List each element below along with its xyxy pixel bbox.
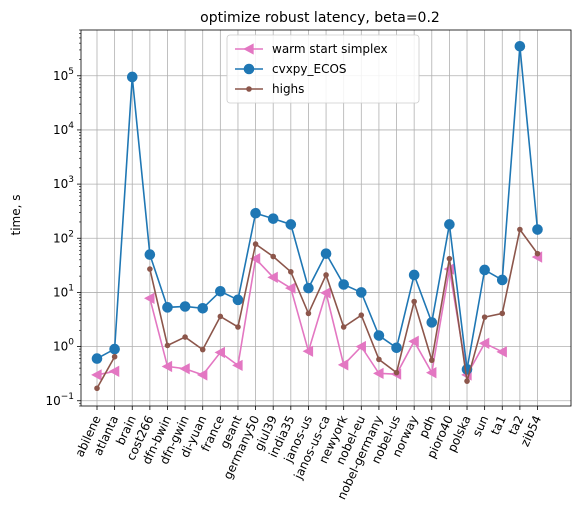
data-point bbox=[444, 219, 455, 230]
data-point bbox=[408, 335, 419, 348]
data-point bbox=[232, 294, 244, 306]
data-point bbox=[252, 241, 259, 247]
data-point bbox=[250, 207, 261, 219]
data-point bbox=[161, 360, 173, 373]
data-point bbox=[340, 324, 347, 330]
data-point bbox=[393, 369, 400, 376]
data-point bbox=[411, 298, 417, 305]
data-point bbox=[232, 359, 243, 372]
data-point bbox=[320, 248, 332, 259]
data-point bbox=[373, 330, 385, 341]
data-point bbox=[94, 385, 100, 392]
data-point bbox=[303, 282, 314, 294]
data-point bbox=[305, 310, 312, 317]
data-point bbox=[426, 317, 438, 328]
data-point bbox=[517, 226, 523, 233]
data-point bbox=[499, 310, 506, 317]
data-point bbox=[217, 313, 224, 320]
y-axis-label: time, s bbox=[9, 195, 23, 236]
x-tick-label: sun bbox=[470, 413, 492, 438]
data-point bbox=[182, 334, 188, 340]
data-point bbox=[373, 367, 384, 380]
data-point bbox=[320, 287, 331, 299]
data-point bbox=[235, 324, 241, 330]
data-point bbox=[179, 363, 190, 375]
y-tick-label: 10−1 bbox=[45, 392, 74, 408]
data-point bbox=[197, 302, 209, 314]
legend-label: warm start simplex bbox=[272, 42, 388, 56]
data-point bbox=[108, 365, 120, 377]
legend-marker bbox=[246, 86, 252, 92]
data-point bbox=[496, 274, 508, 286]
data-point bbox=[425, 366, 437, 379]
data-point bbox=[111, 353, 118, 360]
data-point bbox=[478, 337, 490, 349]
legend-label: cvxpy_ECOS bbox=[272, 62, 347, 76]
data-point bbox=[338, 279, 349, 290]
data-point bbox=[144, 292, 155, 304]
data-point bbox=[391, 342, 402, 354]
series-highs bbox=[94, 226, 541, 392]
series-layer bbox=[91, 41, 543, 392]
data-point bbox=[179, 301, 191, 312]
data-point bbox=[408, 269, 420, 281]
data-point bbox=[164, 342, 171, 349]
data-point bbox=[196, 369, 208, 381]
data-point bbox=[199, 346, 206, 353]
data-point bbox=[323, 272, 329, 278]
data-point bbox=[147, 266, 153, 272]
data-point bbox=[215, 285, 226, 297]
x-tick-label: ta1 bbox=[488, 413, 509, 437]
data-point bbox=[376, 356, 382, 363]
data-point bbox=[446, 255, 453, 262]
data-point bbox=[270, 253, 277, 260]
legend-label: highs bbox=[272, 82, 304, 96]
y-tick-label: 101 bbox=[53, 283, 74, 299]
y-tick-label: 102 bbox=[53, 229, 74, 245]
data-point bbox=[358, 312, 365, 318]
data-point bbox=[428, 357, 435, 364]
data-point bbox=[496, 346, 507, 358]
data-point bbox=[285, 219, 297, 230]
legend-marker bbox=[243, 43, 254, 55]
data-point bbox=[126, 71, 138, 83]
data-point bbox=[267, 271, 278, 283]
data-point bbox=[514, 41, 526, 52]
data-point bbox=[479, 264, 490, 276]
legend-item: cvxpy_ECOS bbox=[235, 62, 347, 76]
data-point bbox=[355, 340, 366, 353]
data-point bbox=[144, 249, 156, 260]
legend-item: warm start simplex bbox=[235, 42, 388, 56]
data-point bbox=[302, 345, 314, 357]
data-point bbox=[288, 269, 294, 275]
data-point bbox=[249, 252, 261, 265]
legend-box bbox=[226, 34, 420, 104]
data-point bbox=[214, 346, 225, 359]
y-tick-label: 105 bbox=[53, 67, 74, 83]
y-tick-label: 103 bbox=[53, 175, 74, 191]
data-point bbox=[162, 302, 173, 313]
data-point bbox=[337, 359, 349, 371]
data-point bbox=[91, 369, 102, 381]
data-point bbox=[91, 353, 103, 364]
legend-marker bbox=[243, 63, 255, 75]
data-point bbox=[481, 314, 488, 320]
data-point bbox=[532, 224, 543, 235]
series-warm-start-simplex bbox=[91, 251, 543, 381]
series-line bbox=[96, 356, 116, 389]
data-point bbox=[284, 282, 296, 294]
data-point bbox=[534, 250, 541, 257]
y-tick-label: 100 bbox=[53, 338, 74, 354]
chart-title: optimize robust latency, beta=0.2 bbox=[200, 10, 440, 26]
data-point bbox=[109, 343, 120, 355]
legend-item: highs bbox=[235, 82, 304, 96]
data-point bbox=[356, 287, 367, 298]
y-tick-label: 104 bbox=[53, 121, 74, 137]
data-point bbox=[464, 378, 470, 384]
data-point bbox=[267, 213, 279, 224]
